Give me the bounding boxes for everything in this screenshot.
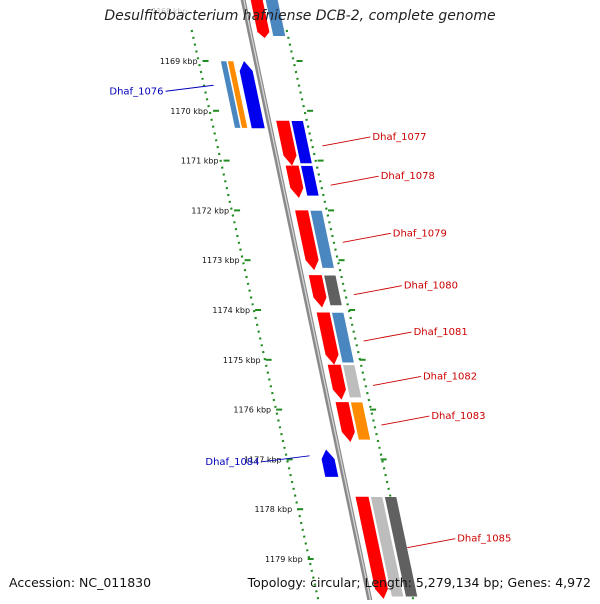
gene-label: Dhaf_1081 [414, 327, 468, 338]
cog-block [323, 274, 343, 306]
gene-label-leader [330, 175, 379, 186]
cog-block [384, 496, 419, 598]
gene-label: Dhaf_1083 [431, 411, 485, 422]
gene-label: Dhaf_1077 [372, 132, 426, 143]
tick-label: 1177 kbp [244, 455, 282, 464]
genome-summary-label: Topology: circular; Length: 5,279,134 bp… [247, 575, 591, 590]
gene-arrow [276, 120, 297, 166]
gene-label: Dhaf_1079 [393, 228, 447, 239]
tick-label: 1173 kbp [202, 256, 240, 265]
gene-arrow [295, 210, 319, 271]
gene-label: Dhaf_1080 [404, 281, 458, 292]
gene-arrow [316, 312, 339, 365]
tick-label: 1169 kbp [160, 57, 198, 66]
gene-label-leader [165, 84, 214, 92]
gene-arrow [355, 496, 388, 599]
tick-label: 1174 kbp [212, 306, 250, 315]
gene-label-leader [261, 455, 310, 463]
gene-label-leader [353, 285, 402, 296]
accession-label: Accession: NC_011830 [9, 575, 152, 590]
cog-block [227, 60, 249, 129]
tick-label: 1179 kbp [265, 555, 303, 564]
cog-block-partial [265, 0, 286, 36]
cog-block [220, 60, 242, 129]
cog-block [309, 210, 335, 269]
tick-label-partial: 1168 kbp [152, 7, 188, 16]
gene-arrow [327, 364, 346, 400]
gene-label-leader [342, 232, 391, 243]
tick-label: 1176 kbp [233, 406, 271, 415]
tick-label: 1175 kbp [223, 356, 261, 365]
tick-label: 1172 kbp [191, 206, 229, 215]
tick-label: 1170 kbp [170, 107, 208, 116]
cog-block [342, 364, 362, 398]
cog-block [290, 120, 313, 164]
gene-label: Dhaf_1082 [423, 371, 477, 382]
tick-label: 1171 kbp [181, 157, 219, 166]
gene-label: Dhaf_1078 [381, 171, 435, 182]
gene-arrow [335, 402, 355, 442]
gene-label: Dhaf_1076 [109, 86, 163, 97]
cog-block [370, 496, 405, 598]
gene-arrow [285, 165, 304, 198]
gene-label-leader [363, 331, 412, 342]
gene-label: Dhaf_1084 [205, 457, 259, 468]
cog-block [350, 401, 371, 441]
gene-arrow [239, 61, 265, 129]
cog-block [331, 312, 355, 364]
gene-label-leader [381, 415, 430, 426]
gene-arrow-partial [250, 0, 270, 38]
cog-block [300, 165, 320, 197]
gene-label: Dhaf_1085 [457, 534, 511, 545]
genome-backbone-highlight [243, 0, 372, 600]
gene-label-leader [372, 376, 422, 386]
gene-label-leader [407, 538, 456, 549]
gene-label-leader [322, 136, 371, 147]
map-title: Desulfitobacterium hafniense DCB-2, comp… [104, 8, 496, 24]
tick-label: 1178 kbp [254, 505, 292, 514]
gene-arrow [308, 275, 327, 308]
gene-arrow [321, 449, 339, 477]
